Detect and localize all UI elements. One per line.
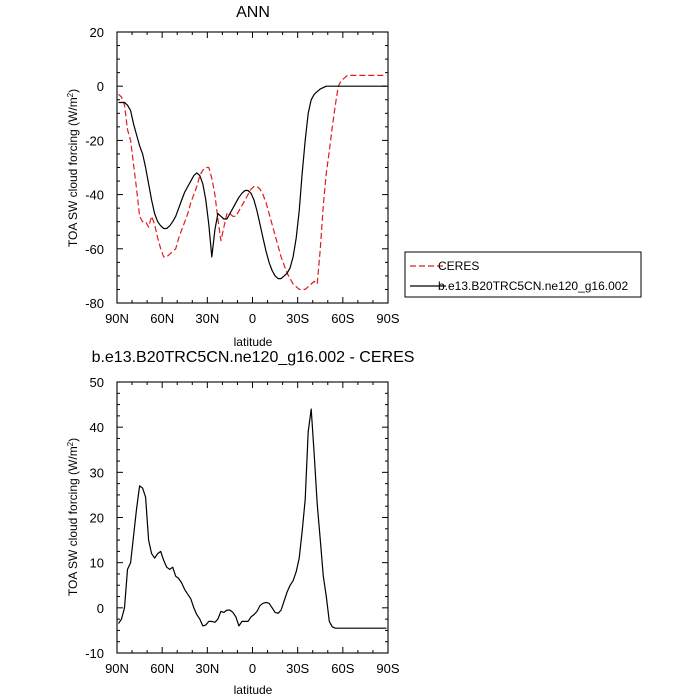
y-tick-label: 50	[90, 375, 104, 390]
x-tick-label: 60S	[331, 311, 354, 326]
plot-frame	[116, 31, 389, 304]
difference-panel: b.e13.B20TRC5CN.ne120_g16.002 - CERES la…	[66, 349, 414, 697]
legend: CERES b.e13.B20TRC5CN.ne120_g16.002	[404, 251, 642, 298]
series-line-ceres	[118, 74, 387, 290]
x-tick-label: 30N	[195, 311, 219, 326]
x-tick-label: 60S	[331, 661, 354, 676]
chart-title: ANN	[236, 4, 270, 21]
y-axis-label: TOA SW cloud forcing (W/m2)	[66, 89, 80, 247]
annual-mean-panel: ANN latitude TOA SW cloud forcing (W/m2)…	[66, 4, 642, 349]
y-axis-label: TOA SW cloud forcing (W/m2)	[66, 438, 80, 596]
series-line-difference	[118, 408, 387, 629]
y-tick-label: -60	[85, 242, 104, 257]
y-tick-label: -20	[85, 133, 104, 148]
x-tick-label: 60N	[150, 311, 174, 326]
x-tick-label: 90N	[105, 661, 129, 676]
x-tick-label: 90S	[376, 661, 399, 676]
plot-frame	[116, 381, 389, 654]
y-tick-label: -10	[85, 646, 104, 661]
x-tick-label: 90N	[105, 311, 129, 326]
y-tick-label: 30	[90, 465, 104, 480]
x-tick-label: 60N	[150, 661, 174, 676]
y-tick-label: 0	[97, 79, 104, 94]
x-axis-label: latitude	[234, 683, 273, 697]
y-tick-label: -40	[85, 188, 104, 203]
series-line-b-e13-b20trc5cn-ne120-g16-002	[118, 85, 387, 280]
chart-title: b.e13.B20TRC5CN.ne120_g16.002 - CERES	[92, 349, 415, 366]
x-tick-label: 0	[249, 661, 256, 676]
x-axis-label: latitude	[234, 335, 273, 349]
legend-label-model: b.e13.B20TRC5CN.ne120_g16.002	[438, 279, 628, 293]
x-tick-label: 30S	[286, 311, 309, 326]
y-tick-label: 40	[90, 420, 104, 435]
y-tick-label: 20	[90, 25, 104, 40]
legend-label-ceres: CERES	[438, 259, 479, 273]
y-tick-label: 10	[90, 556, 104, 571]
y-tick-label: -80	[85, 296, 104, 311]
x-tick-label: 0	[249, 311, 256, 326]
y-tick-label: 20	[90, 511, 104, 526]
y-tick-label: 0	[97, 601, 104, 616]
legend-box	[404, 251, 642, 298]
x-tick-label: 90S	[376, 311, 399, 326]
x-tick-label: 30S	[286, 661, 309, 676]
x-tick-label: 30N	[195, 661, 219, 676]
